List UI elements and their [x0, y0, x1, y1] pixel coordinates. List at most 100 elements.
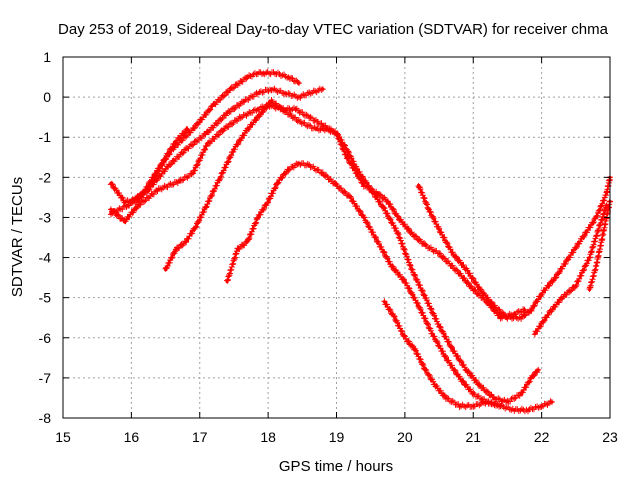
data-point: [269, 99, 274, 103]
data-point: [546, 312, 551, 316]
data-point: [314, 127, 318, 131]
data-point: [410, 231, 414, 236]
data-point: [280, 107, 284, 111]
data-point: [505, 316, 510, 320]
data-point: [396, 231, 400, 236]
data-point: [334, 183, 339, 187]
y-tick-label: -7: [39, 370, 52, 386]
data-point: [430, 332, 434, 336]
data-point: [437, 251, 441, 256]
data-point: [375, 239, 380, 244]
data-point: [464, 368, 469, 372]
data-point: [321, 171, 325, 175]
x-tick-label: 15: [55, 429, 71, 445]
data-point: [355, 167, 359, 171]
data-point: [194, 223, 198, 228]
data-point: [287, 167, 291, 171]
y-tick-label: -3: [39, 209, 52, 225]
data-markers: [162, 97, 542, 405]
data-point: [122, 219, 127, 224]
data-point: [598, 223, 602, 228]
data-point: [204, 203, 209, 208]
data-markers: [128, 126, 191, 205]
x-tick-label: 22: [534, 429, 550, 445]
x-tick-label: 20: [397, 429, 413, 445]
data-point: [157, 187, 161, 191]
data-point: [109, 207, 113, 212]
data-point: [499, 404, 503, 408]
x-tick-label: 17: [192, 429, 208, 445]
data-point: [540, 292, 544, 296]
data-point: [457, 376, 462, 380]
data-point: [594, 215, 598, 220]
data-point: [403, 336, 407, 340]
data-point: [553, 276, 557, 280]
data-point: [273, 71, 277, 75]
data-point: [263, 71, 267, 75]
data-point: [519, 316, 523, 320]
series-track-10: [531, 202, 610, 338]
data-point: [478, 384, 482, 388]
data-point: [382, 300, 386, 304]
data-point: [427, 207, 431, 212]
tick-layer: 15 16 17 18 19 20 21 22 23 -8 -7 -6 -5 -4 -3 -2 -1 0 1: [39, 49, 618, 445]
x-tick-label: 16: [124, 429, 140, 445]
data-point: [413, 348, 417, 352]
data-point: [276, 179, 280, 183]
data-point: [225, 280, 229, 284]
data-point: [184, 147, 188, 151]
data-point: [191, 127, 195, 131]
data-point: [321, 87, 325, 91]
x-tick-label: 23: [602, 429, 618, 445]
data-point: [185, 127, 190, 131]
data-point: [256, 91, 260, 95]
data-point: [242, 99, 246, 103]
data-point: [136, 203, 140, 208]
data-point: [560, 296, 564, 300]
data-point: [293, 107, 298, 111]
data-point: [416, 183, 421, 187]
y-tick-label: -8: [39, 410, 52, 426]
data-point: [522, 308, 527, 312]
data-point: [122, 199, 127, 203]
data-point: [478, 288, 482, 292]
data-markers: [224, 160, 555, 415]
data-point: [256, 71, 260, 75]
data-point: [167, 163, 171, 167]
data-point: [574, 284, 578, 288]
x-axis-title: GPS time / hours: [279, 458, 393, 475]
y-tick-label: -5: [39, 290, 52, 306]
data-point: [437, 324, 441, 328]
y-tick-label: -4: [39, 250, 52, 266]
data-point: [362, 215, 366, 220]
data-point: [211, 103, 216, 107]
data-point: [266, 199, 270, 203]
data-point: [457, 272, 462, 276]
data-point: [471, 404, 475, 408]
data-point: [451, 251, 455, 256]
y-tick-label: -6: [39, 330, 52, 346]
data-point: [256, 107, 260, 111]
data-point: [492, 304, 496, 308]
data-point: [410, 267, 414, 272]
data-point: [126, 203, 130, 208]
data-point: [423, 243, 427, 248]
data-point: [269, 87, 274, 91]
data-point: [512, 408, 516, 412]
y-tick-label: 1: [43, 49, 51, 65]
data-point: [136, 199, 140, 203]
data-point: [259, 111, 263, 115]
series-track-8: [415, 183, 535, 322]
data-point: [184, 239, 188, 244]
data-point: [232, 147, 236, 151]
data-point: [163, 155, 168, 159]
data-point: [246, 75, 250, 79]
data-point: [519, 392, 523, 396]
data-point: [174, 247, 178, 252]
data-point: [348, 195, 352, 199]
y-tick-label: -1: [39, 129, 52, 145]
data-point: [505, 400, 510, 404]
x-tick-label: 21: [465, 429, 481, 445]
data-point: [533, 332, 537, 336]
data-point: [334, 131, 339, 135]
